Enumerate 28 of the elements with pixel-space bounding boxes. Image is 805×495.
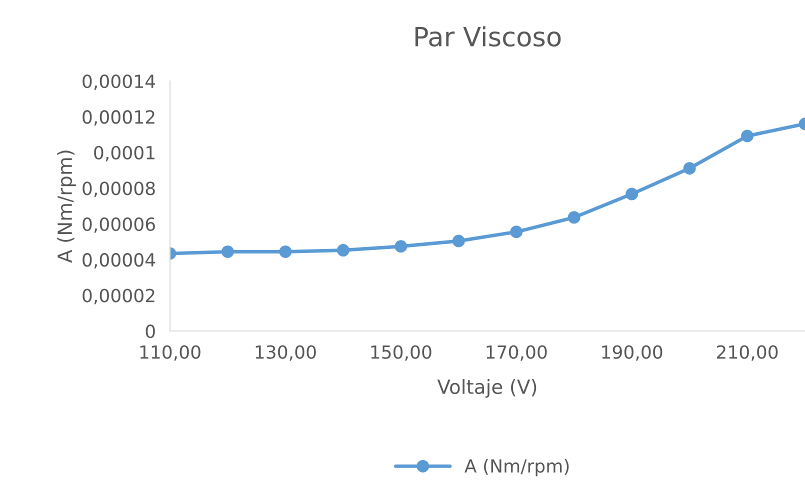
point <box>336 244 350 257</box>
x-tick-label: 130,00 <box>256 345 316 361</box>
legend-label: A (Nm/rpm) <box>464 458 569 476</box>
point <box>221 245 234 258</box>
y-tick-label: 0,00012 <box>82 110 154 126</box>
point <box>394 240 408 253</box>
x-tick-label: 150,00 <box>371 345 432 361</box>
point <box>568 211 580 224</box>
point <box>626 188 638 200</box>
x-tick-label: 190,00 <box>602 345 662 361</box>
y-tick-label: 0,00002 <box>82 288 154 304</box>
chart-title: Par Viscoso <box>415 26 561 47</box>
x-tick-label: 170,00 <box>486 345 547 361</box>
point <box>452 234 465 248</box>
x-tick-label: 110,00 <box>140 345 200 361</box>
y-tick-label: 0,00004 <box>82 253 156 269</box>
y-tick-label: 0,00014 <box>82 74 156 90</box>
y-tick-label: 0,0001 <box>94 146 154 162</box>
point <box>279 245 292 258</box>
point <box>510 226 523 238</box>
x-tick-label: 210,00 <box>717 345 778 361</box>
y-tick-label: 0,00008 <box>82 182 155 198</box>
y-axis-title: A (Nm/rpm) <box>57 150 76 263</box>
point <box>683 162 696 175</box>
y-tick-label: 0 <box>146 324 155 338</box>
y-tick-label: 0,00006 <box>82 217 155 233</box>
point <box>741 130 754 142</box>
x-axis-title: Voltaje (V) <box>437 379 536 398</box>
